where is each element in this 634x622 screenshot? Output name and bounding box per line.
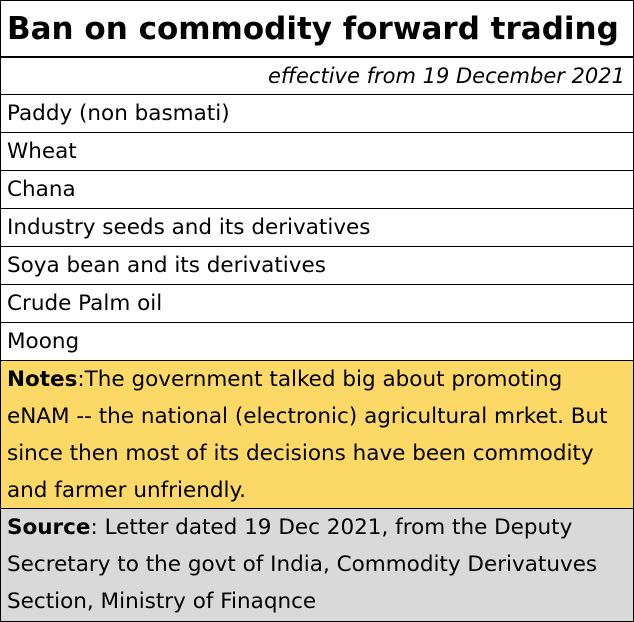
commodity-item-soya-bean: Soya bean and its derivatives [1,247,633,285]
commodity-item-wheat: Wheat [1,133,633,171]
source-section: Source: Letter dated 19 Dec 2021, from t… [1,509,633,621]
table-title: Ban on commodity forward trading [1,1,633,58]
notes-section: Notes:The government talked big about pr… [1,361,633,509]
commodity-item-crude-palm-oil: Crude Palm oil [1,285,633,323]
effective-date: effective from 19 December 2021 [1,58,633,95]
notes-text: :The government talked big about promoti… [7,367,608,503]
notes-label: Notes [7,367,78,392]
commodity-item-chana: Chana [1,171,633,209]
source-label: Source [7,515,91,540]
commodity-item-industry-seeds: Industry seeds and its derivatives [1,209,633,247]
commodity-item-paddy: Paddy (non basmati) [1,95,633,133]
commodity-item-moong: Moong [1,323,633,361]
source-text: : Letter dated 19 Dec 2021, from the Dep… [7,515,598,614]
